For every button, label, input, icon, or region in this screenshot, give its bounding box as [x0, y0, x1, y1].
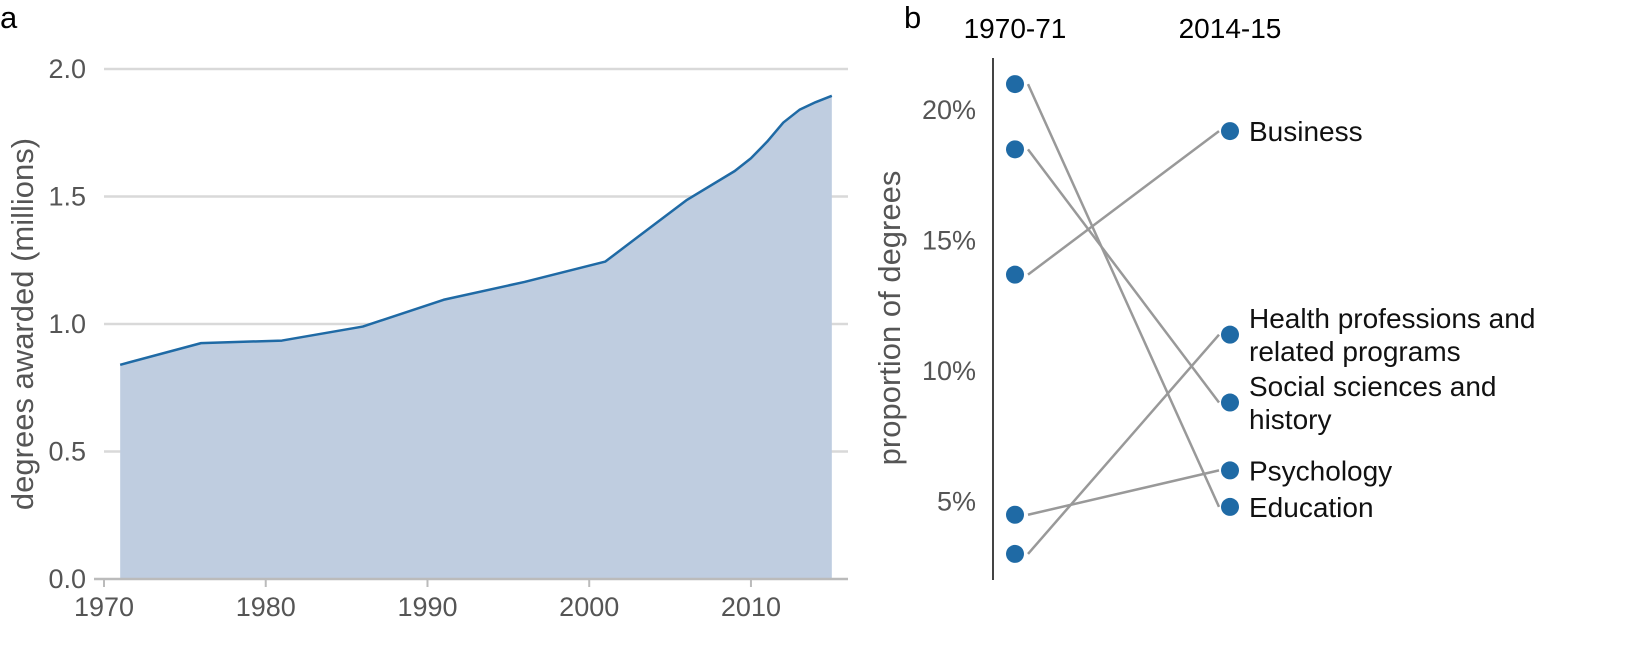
y-tick-label: 5% [937, 487, 976, 517]
category-label-line: related programs [1249, 336, 1461, 367]
point-end [1221, 497, 1239, 516]
category-label-line: Business [1249, 116, 1363, 147]
y-tick-label: 0.0 [48, 564, 86, 594]
y-tick-label: 1.0 [48, 309, 86, 339]
category-label: Psychology [1249, 455, 1392, 486]
point-end [1221, 325, 1239, 344]
y-tick-label: 20% [922, 95, 976, 125]
series-line [119, 94, 833, 367]
category-label-line: Health professions and [1249, 303, 1535, 334]
slope-line [1026, 83, 1221, 508]
point-start [1006, 265, 1024, 284]
panel-a-area-chart: a 0.0 0.5 1.0 1.5 2.0 1970 1980 1990 2000 2010 d… [0, 0, 848, 622]
panel-b-y-tick-labels: 5% 10% 15% 20% [922, 95, 976, 517]
y-tick-label: 2.0 [48, 54, 86, 84]
panel-b-label: b [904, 0, 921, 35]
point-start [1006, 140, 1024, 159]
category-label: Education [1249, 492, 1374, 523]
panel-a-label: a [0, 0, 18, 35]
slope-line [1027, 130, 1220, 276]
point-start [1006, 75, 1024, 94]
x-tick-label: 1990 [397, 592, 457, 622]
panel-b-slope-chart: b 1970-71 2014-15 5% 10% 15% 20% Business He… [872, 0, 1535, 580]
point-end [1221, 393, 1239, 412]
category-label: Social sciences and history [1249, 371, 1496, 435]
category-label-line: Psychology [1249, 455, 1392, 486]
point-end [1221, 461, 1239, 480]
y-tick-label: 15% [922, 226, 976, 256]
y-tick-label: 10% [922, 356, 976, 386]
slope-line [1027, 333, 1220, 555]
column-header-end: 2014-15 [1179, 13, 1282, 44]
column-header-start: 1970-71 [964, 13, 1067, 44]
point-start [1006, 505, 1024, 524]
slope-line [1027, 148, 1220, 404]
panel-a-x-tick-labels: 1970 1980 1990 2000 2010 [74, 592, 781, 622]
category-label-line: Education [1249, 492, 1374, 523]
category-label-line: history [1249, 404, 1331, 435]
x-tick-label: 1980 [236, 592, 296, 622]
x-tick-label: 1970 [74, 592, 134, 622]
category-label: Health professions and related programs [1249, 303, 1535, 367]
panel-a-x-axis [94, 577, 848, 587]
panel-b-y-axis-title: proportion of degrees [872, 171, 907, 466]
panel-a-y-axis-title: degrees awarded (millions) [5, 138, 40, 510]
point-end [1221, 122, 1239, 141]
category-label-line: Social sciences and [1249, 371, 1496, 402]
y-tick-label: 0.5 [48, 437, 86, 467]
panel-b-slope-lines [1026, 83, 1221, 555]
area-fill [120, 95, 832, 580]
category-label: Business [1249, 116, 1363, 147]
panel-b-points [1006, 75, 1239, 563]
y-tick-label: 1.5 [48, 182, 86, 212]
x-tick-label: 2000 [559, 592, 619, 622]
panel-a-area-layer [119, 94, 833, 580]
x-tick-label: 2010 [721, 592, 781, 622]
slope-line [1027, 469, 1220, 516]
panel-b-category-labels: Business Health professions and related pr… [1249, 116, 1535, 523]
point-start [1006, 544, 1024, 563]
panel-a-y-tick-labels: 0.0 0.5 1.0 1.5 2.0 [48, 54, 86, 594]
